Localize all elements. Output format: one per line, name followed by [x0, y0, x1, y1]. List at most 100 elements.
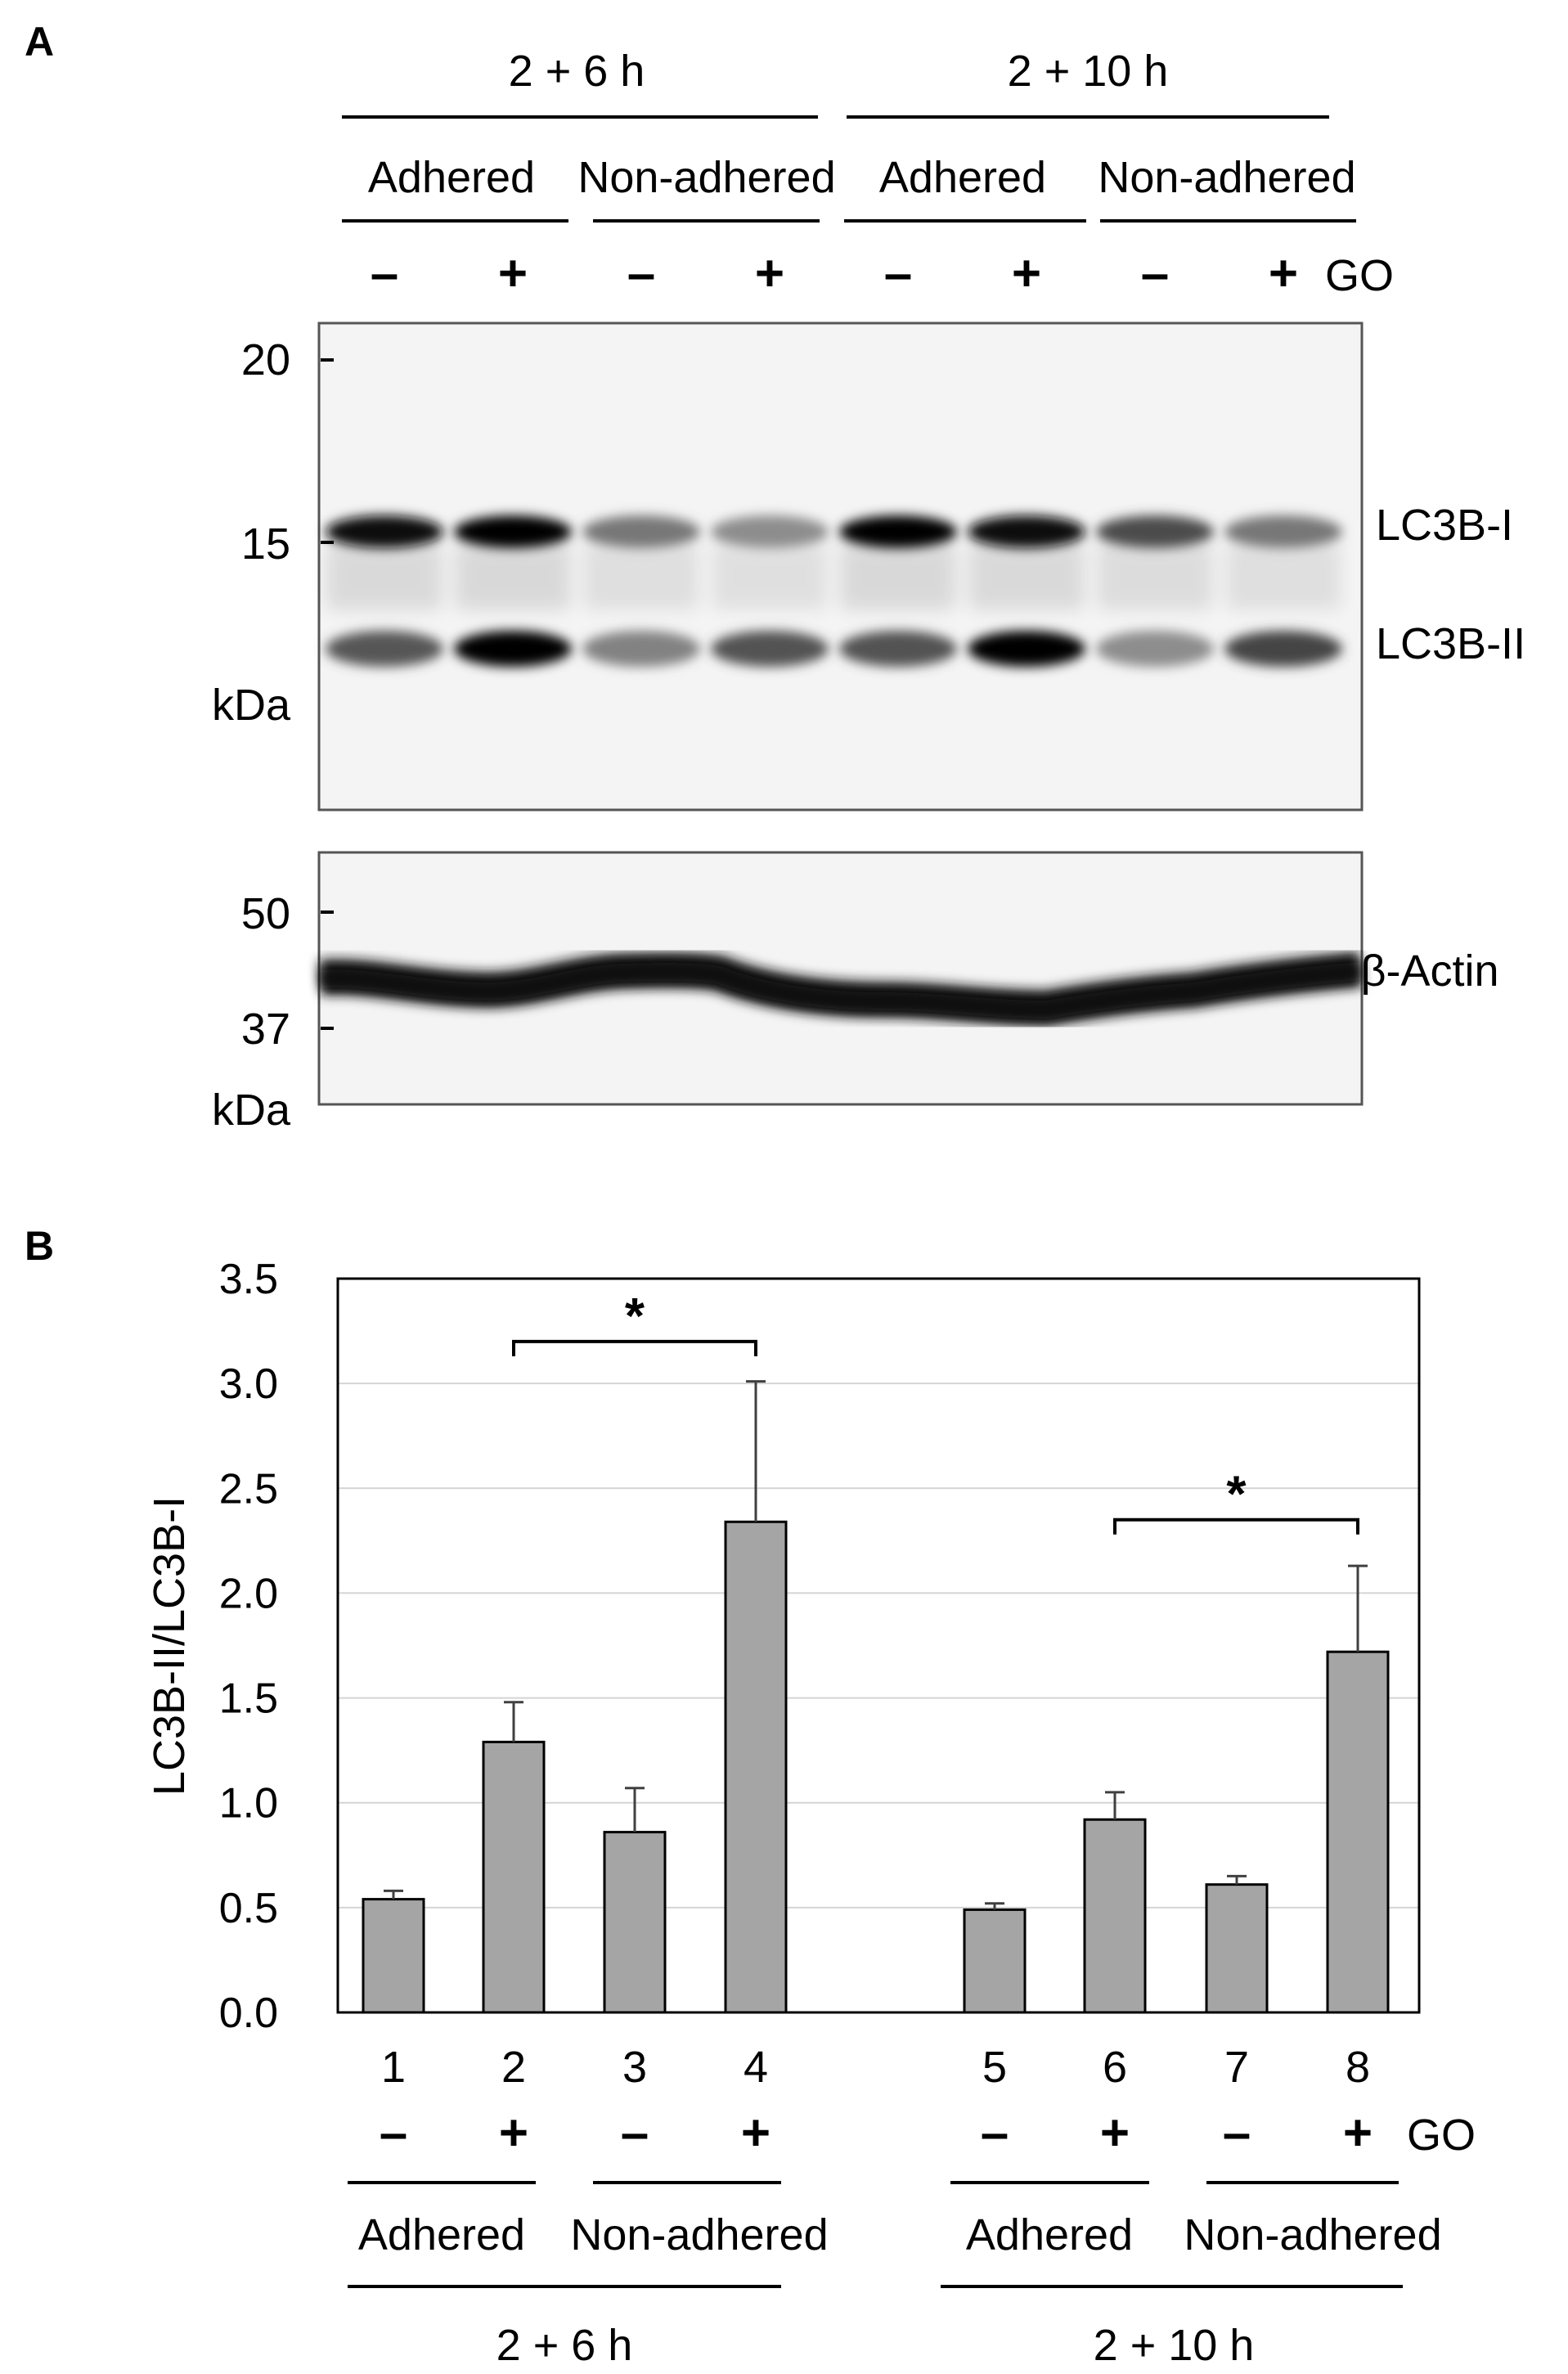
lc3-kda-label: kDa — [212, 681, 291, 730]
lc3b-i-band — [326, 515, 443, 548]
panel-b-condition-label: Adhered — [358, 2210, 525, 2259]
lc3b-ii-band — [326, 631, 443, 667]
lc3b-ii-band — [1224, 631, 1342, 667]
lc3-smear — [1098, 544, 1212, 609]
significance-bracket — [1113, 1517, 1359, 1535]
significance-star: * — [625, 1288, 645, 1345]
x-category-label: 8 — [1346, 2043, 1370, 2092]
lc3-smear — [1226, 544, 1341, 609]
panel-b-lane-sign: – — [981, 2105, 1009, 2161]
y-tick-label: 3.5 — [219, 1256, 278, 1303]
bar-chart: 0.0 0.5 1.0 1.5 2.0 2.5 3.0 3.5 * * 1 2 3 4 5 6 7 8 — [219, 1256, 1421, 2092]
lc3b-i-band — [711, 515, 829, 548]
actin-marker-37: 37 — [241, 1005, 290, 1054]
actin-band-core — [320, 962, 1361, 1019]
lc3-smear — [969, 544, 1084, 609]
x-category-label: 2 — [501, 2043, 526, 2092]
plot-frame — [336, 1277, 1421, 2014]
bar — [482, 1740, 546, 2014]
panel-b-lane-sign: – — [1223, 2105, 1251, 2161]
lc3b-i-band — [582, 515, 700, 548]
lc3b-i-band — [839, 515, 957, 548]
lc3-marker-20: 20 — [241, 335, 290, 384]
y-tick-label: 0.5 — [219, 1885, 278, 1932]
panel-b-lane-sign: – — [380, 2105, 407, 2161]
bar — [362, 1898, 425, 2014]
actin-marker-50: 50 — [241, 889, 290, 938]
bar — [1205, 1883, 1269, 2014]
significance-star: * — [1226, 1467, 1247, 1523]
panel-a-treatment-label: GO — [1325, 251, 1394, 300]
lc3-smear — [841, 544, 955, 609]
actin-kda-label: kDa — [212, 1086, 291, 1135]
lc3-blot — [317, 321, 1364, 812]
panel-b-condition-label: Non-adhered — [1184, 2210, 1441, 2259]
panel-a-condition-label: Adhered — [879, 153, 1046, 202]
x-category-label: 7 — [1224, 2043, 1249, 2092]
x-category-label: 3 — [622, 2043, 647, 2092]
y-tick-label: 2.5 — [219, 1465, 278, 1513]
lc3b-i-band — [454, 515, 572, 548]
band-label-beta-actin: β-Actin — [1360, 946, 1498, 996]
lc3b-i-band — [1224, 515, 1342, 548]
panel-a-lane-sign: + — [1012, 245, 1041, 302]
panel-a-lane-sign: – — [1141, 245, 1169, 302]
panel-a-condition-label: Non-adhered — [1098, 153, 1355, 202]
lc3-smear — [584, 544, 699, 609]
bar — [1326, 1650, 1390, 2014]
y-tick-label: 3.0 — [219, 1360, 278, 1408]
y-tick-label: 0.0 — [219, 1990, 278, 2037]
panel-b-letter: B — [25, 1223, 54, 1269]
lc3b-ii-band — [711, 631, 829, 667]
panel-a-condition-label: Adhered — [368, 153, 535, 202]
panel-b-lane-sign: + — [741, 2105, 771, 2161]
y-axis-label: LC3B-II/LC3B-I — [145, 1496, 194, 1796]
lc3b-ii-band — [582, 631, 700, 667]
y-tick-label: 1.5 — [219, 1675, 278, 1723]
y-tick-label: 1.0 — [219, 1780, 278, 1828]
panel-a-lane-sign: – — [884, 245, 912, 302]
lc3-smear — [456, 544, 570, 609]
band-label-lc3b-i: LC3B-I — [1376, 501, 1513, 550]
actin-blot — [317, 851, 1364, 1106]
x-category-label: 4 — [744, 2043, 768, 2092]
lc3b-ii-band — [968, 631, 1085, 667]
lc3b-i-band — [1096, 515, 1214, 548]
panel-a-time-label: 2 + 6 h — [509, 47, 645, 96]
bar — [724, 1520, 788, 2014]
panel-a-condition-label: Non-adhered — [577, 153, 835, 202]
x-category-label: 1 — [381, 2043, 406, 2092]
lc3-smear — [712, 544, 827, 609]
panel-a-lane-sign: + — [755, 245, 784, 302]
panel-b-condition-label: Adhered — [966, 2210, 1133, 2259]
lc3b-ii-band — [839, 631, 957, 667]
panel-a-lane-sign: – — [371, 245, 398, 302]
panel-a-lane-sign: + — [1269, 245, 1298, 302]
y-tick-label: 2.0 — [219, 1570, 278, 1617]
band-label-lc3b-ii: LC3B-II — [1376, 619, 1525, 668]
panel-b-treatment-label: GO — [1407, 2111, 1476, 2160]
panel-a-lane-sign: + — [498, 245, 528, 302]
lc3-bands — [326, 515, 1342, 667]
panel-b-lane-sign: + — [1100, 2105, 1130, 2161]
panel-b-time-label: 2 + 6 h — [496, 2321, 633, 2370]
lc3b-i-band — [968, 515, 1085, 548]
lc3-marker-15: 15 — [241, 519, 290, 569]
panel-b-lane-sign: + — [1343, 2105, 1373, 2161]
bar — [1083, 1818, 1147, 2014]
x-category-label: 6 — [1103, 2043, 1127, 2092]
bar — [963, 1908, 1027, 2014]
panel-a-letter: A — [25, 19, 54, 65]
x-category-label: 5 — [982, 2043, 1007, 2092]
panel-b-lane-sign: + — [499, 2105, 528, 2161]
panel-a-time-label: 2 + 10 h — [1008, 47, 1169, 96]
significance-bracket — [512, 1339, 757, 1356]
panel-a-lane-sign: – — [627, 245, 655, 302]
panel-b-condition-label: Non-adhered — [570, 2210, 828, 2259]
bar — [603, 1831, 667, 2014]
lc3-smear — [327, 544, 442, 609]
lc3b-ii-band — [454, 631, 572, 667]
panel-b-lane-sign: – — [621, 2105, 649, 2161]
lc3b-ii-band — [1096, 631, 1214, 667]
